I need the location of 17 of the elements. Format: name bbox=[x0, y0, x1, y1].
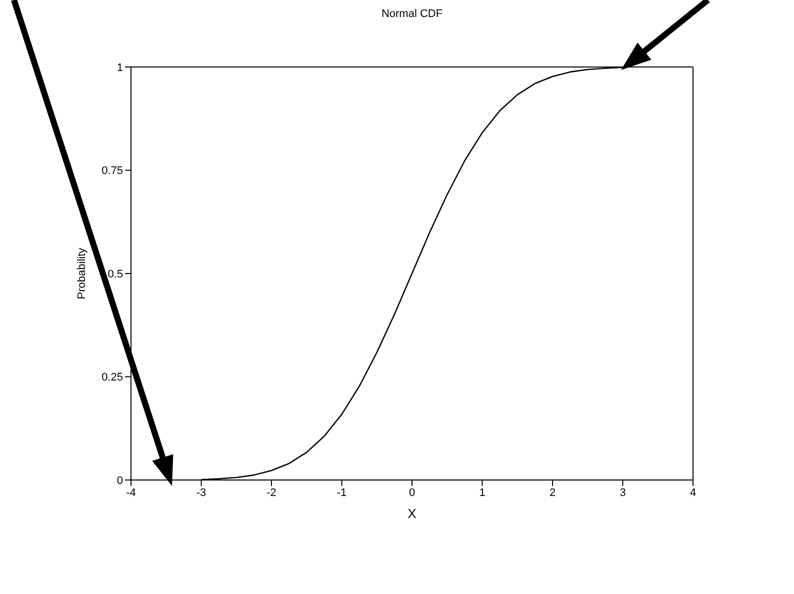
x-tick-label: 4 bbox=[690, 486, 696, 499]
x-axis-title: X bbox=[408, 506, 417, 521]
chart-title: Normal CDF bbox=[380, 8, 444, 20]
x-tick-label: 1 bbox=[479, 486, 486, 499]
x-tick-label: 3 bbox=[620, 486, 626, 499]
x-tick-label: 0 bbox=[408, 486, 416, 499]
y-tick-label: 0.25 bbox=[102, 372, 123, 384]
x-tick-label: -2 bbox=[266, 486, 276, 499]
y-tick-label: 0 bbox=[116, 474, 123, 487]
x-tick-label: -4 bbox=[126, 486, 136, 499]
y-tick-label: 0.75 bbox=[102, 165, 123, 178]
y-tick-label: 0.5 bbox=[108, 268, 123, 280]
y-axis-title: Probability bbox=[76, 247, 88, 300]
x-tick-label: -1 bbox=[336, 486, 347, 499]
x-tick-label: 2 bbox=[549, 486, 556, 499]
y-tick-label: 1 bbox=[116, 62, 123, 74]
x-tick-label: -3 bbox=[196, 486, 206, 499]
